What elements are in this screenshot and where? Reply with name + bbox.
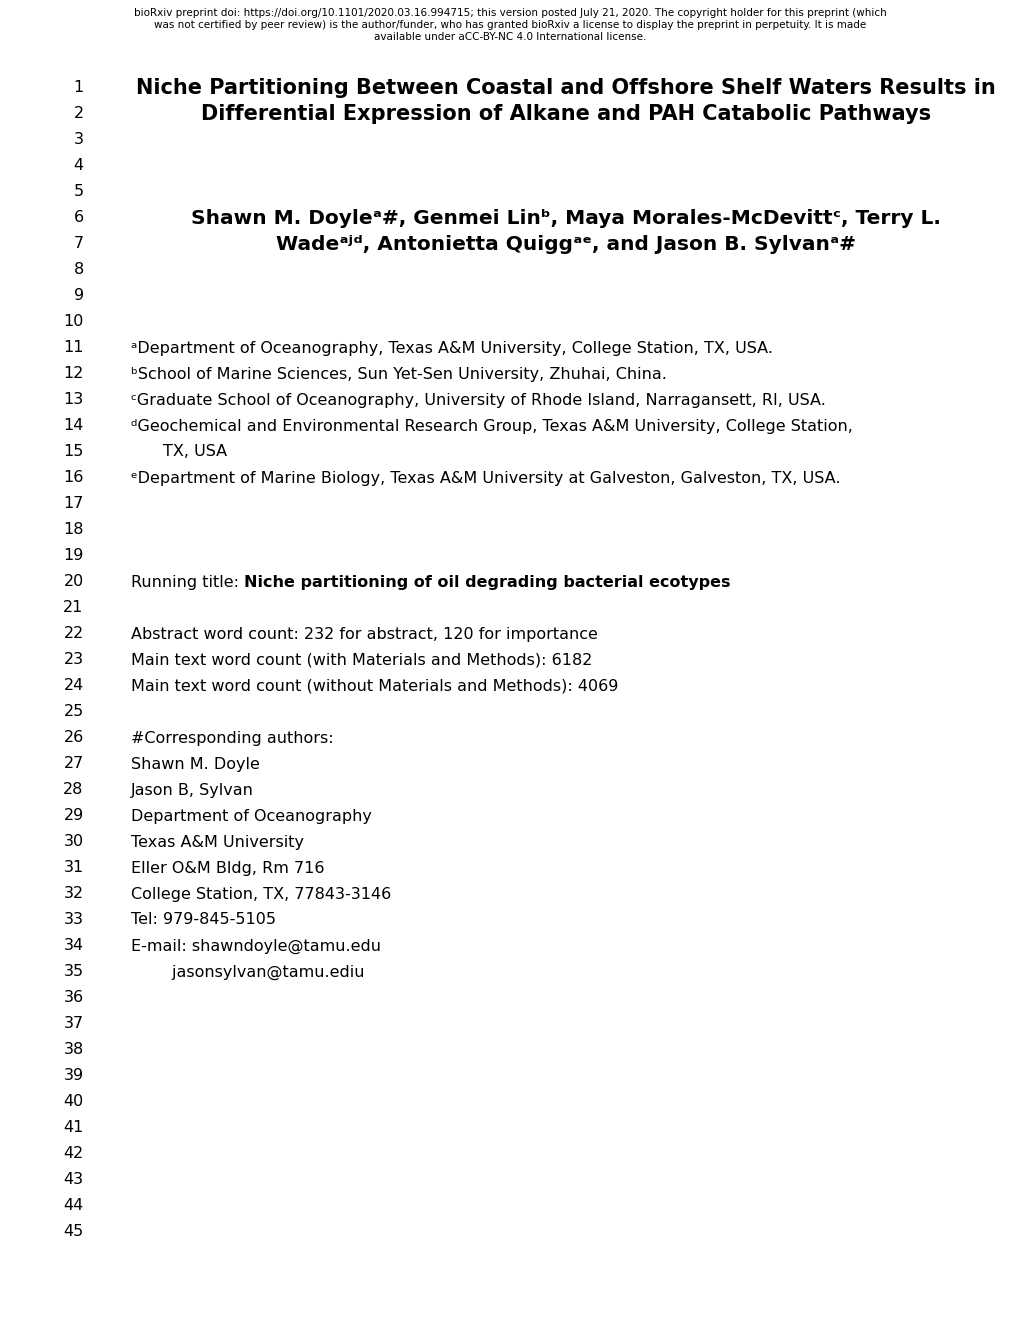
Text: College Station, TX, 77843-3146: College Station, TX, 77843-3146 (130, 887, 390, 902)
Text: 17: 17 (63, 496, 84, 511)
Text: 2: 2 (73, 107, 84, 121)
Text: 42: 42 (63, 1147, 84, 1162)
Text: 28: 28 (63, 783, 84, 797)
Text: Eller O&M Bldg, Rm 716: Eller O&M Bldg, Rm 716 (130, 861, 324, 875)
Text: 4: 4 (73, 158, 84, 173)
Text: TX, USA: TX, USA (163, 445, 227, 459)
Text: 22: 22 (63, 627, 84, 642)
Text: Running title:: Running title: (130, 574, 244, 590)
Text: 10: 10 (63, 314, 84, 330)
Text: ᶜGraduate School of Oceanography, University of Rhode Island, Narragansett, RI, : ᶜGraduate School of Oceanography, Univer… (130, 392, 824, 408)
Text: bioRxiv preprint doi: https://doi.org/10.1101/2020.03.16.994715; this version po: bioRxiv preprint doi: https://doi.org/10… (133, 8, 886, 18)
Text: #Corresponding authors:: #Corresponding authors: (130, 730, 333, 746)
Text: 9: 9 (73, 289, 84, 304)
Text: Niche Partitioning Between Coastal and Offshore Shelf Waters Results in: Niche Partitioning Between Coastal and O… (137, 78, 995, 98)
Text: 23: 23 (63, 652, 84, 668)
Text: 8: 8 (73, 263, 84, 277)
Text: Jason B, Sylvan: Jason B, Sylvan (130, 783, 253, 797)
Text: 26: 26 (63, 730, 84, 746)
Text: 12: 12 (63, 367, 84, 381)
Text: 21: 21 (63, 601, 84, 615)
Text: 36: 36 (63, 990, 84, 1006)
Text: 40: 40 (63, 1094, 84, 1110)
Text: available under aCC-BY-NC 4.0 International license.: available under aCC-BY-NC 4.0 Internatio… (373, 32, 646, 42)
Text: 18: 18 (63, 523, 84, 537)
Text: 19: 19 (63, 549, 84, 564)
Text: 31: 31 (63, 861, 84, 875)
Text: 25: 25 (63, 705, 84, 719)
Text: jasonsylvan@tamu.ediu: jasonsylvan@tamu.ediu (130, 965, 364, 979)
Text: 3: 3 (73, 132, 84, 148)
Text: 20: 20 (63, 574, 84, 590)
Text: 33: 33 (63, 912, 84, 928)
Text: Shawn M. Doyle: Shawn M. Doyle (130, 756, 259, 771)
Text: 13: 13 (63, 392, 84, 408)
Text: Differential Expression of Alkane and PAH Catabolic Pathways: Differential Expression of Alkane and PA… (201, 104, 930, 124)
Text: Abstract word count: 232 for abstract, 120 for importance: Abstract word count: 232 for abstract, 1… (130, 627, 597, 642)
Text: 37: 37 (63, 1016, 84, 1031)
Text: 45: 45 (63, 1225, 84, 1239)
Text: 16: 16 (63, 470, 84, 486)
Text: 29: 29 (63, 808, 84, 824)
Text: 11: 11 (63, 341, 84, 355)
Text: 32: 32 (63, 887, 84, 902)
Text: Main text word count (with Materials and Methods): 6182: Main text word count (with Materials and… (130, 652, 591, 668)
Text: ᵇSchool of Marine Sciences, Sun Yet-Sen University, Zhuhai, China.: ᵇSchool of Marine Sciences, Sun Yet-Sen … (130, 367, 665, 381)
Text: 5: 5 (73, 185, 84, 199)
Text: 1: 1 (73, 81, 84, 95)
Text: 38: 38 (63, 1043, 84, 1057)
Text: 15: 15 (63, 445, 84, 459)
Text: 14: 14 (63, 418, 84, 433)
Text: was not certified by peer review) is the author/funder, who has granted bioRxiv : was not certified by peer review) is the… (154, 20, 865, 30)
Text: ᵃDepartment of Oceanography, Texas A&M University, College Station, TX, USA.: ᵃDepartment of Oceanography, Texas A&M U… (130, 341, 771, 355)
Text: Texas A&M University: Texas A&M University (130, 834, 304, 850)
Text: 7: 7 (73, 236, 84, 252)
Text: 44: 44 (63, 1199, 84, 1213)
Text: Tel: 979-845-5105: Tel: 979-845-5105 (130, 912, 275, 928)
Text: E-mail: shawndoyle@tamu.edu: E-mail: shawndoyle@tamu.edu (130, 939, 380, 953)
Text: ᵉDepartment of Marine Biology, Texas A&M University at Galveston, Galveston, TX,: ᵉDepartment of Marine Biology, Texas A&M… (130, 470, 840, 486)
Text: 6: 6 (73, 210, 84, 226)
Text: Main text word count (without Materials and Methods): 4069: Main text word count (without Materials … (130, 678, 618, 693)
Text: ᵈGeochemical and Environmental Research Group, Texas A&M University, College Sta: ᵈGeochemical and Environmental Research … (130, 418, 852, 433)
Text: 34: 34 (63, 939, 84, 953)
Text: 41: 41 (63, 1121, 84, 1135)
Text: 27: 27 (63, 756, 84, 771)
Text: Niche partitioning of oil degrading bacterial ecotypes: Niche partitioning of oil degrading bact… (244, 574, 730, 590)
Text: Wadeᵃʲᵈ, Antonietta Quiggᵃᵉ, and Jason B. Sylvanᵃ#: Wadeᵃʲᵈ, Antonietta Quiggᵃᵉ, and Jason B… (276, 235, 855, 253)
Text: 35: 35 (63, 965, 84, 979)
Text: 24: 24 (63, 678, 84, 693)
Text: Shawn M. Doyleᵃ#, Genmei Linᵇ, Maya Morales-McDevittᶜ, Terry L.: Shawn M. Doyleᵃ#, Genmei Linᵇ, Maya Mora… (191, 209, 941, 227)
Text: 30: 30 (63, 834, 84, 850)
Text: 43: 43 (63, 1172, 84, 1188)
Text: 39: 39 (63, 1068, 84, 1084)
Text: Department of Oceanography: Department of Oceanography (130, 808, 371, 824)
